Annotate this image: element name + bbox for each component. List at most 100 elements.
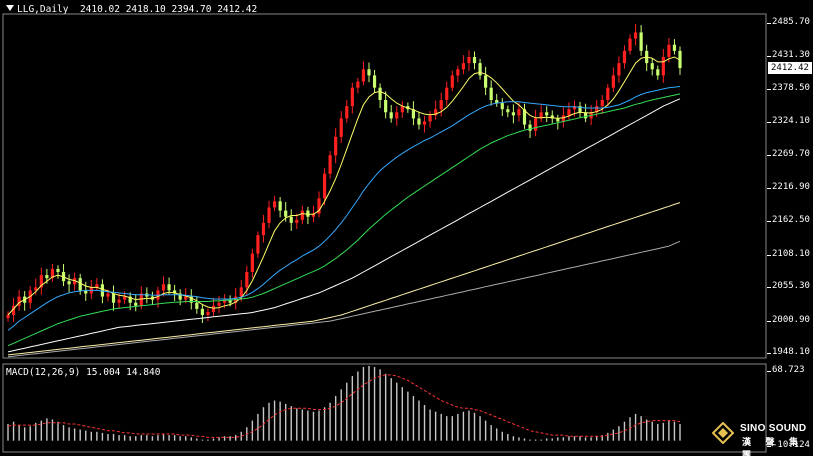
candle-body (384, 100, 388, 113)
candle-body (372, 75, 377, 88)
candle-body (572, 106, 577, 110)
candle-body (583, 112, 588, 119)
candle-body (550, 115, 554, 119)
candle-body (411, 109, 416, 119)
ma-line (7, 93, 681, 347)
candle-body (484, 75, 488, 88)
candle-body (56, 268, 60, 272)
candle-body (295, 219, 299, 223)
candle-body (123, 296, 127, 300)
candle-body (578, 106, 582, 113)
candle-body (34, 287, 38, 291)
candle-body (461, 63, 466, 70)
candle-body (622, 50, 627, 64)
candle-body (350, 87, 354, 107)
candle-body (422, 121, 427, 125)
candle-body (261, 222, 266, 236)
candle-body (78, 278, 82, 291)
candle-body (111, 293, 116, 303)
ma-line (7, 56, 681, 316)
candle-body (650, 63, 654, 70)
candle-body (161, 284, 166, 291)
candle-body (206, 311, 210, 315)
candle-body (211, 305, 216, 312)
candle-body (378, 87, 382, 100)
candle-body (339, 118, 343, 137)
candle-body (106, 293, 110, 297)
macd-pane-border (2, 363, 767, 453)
price-tick-label: 2162.50 (767, 215, 810, 226)
candle-body (128, 296, 132, 303)
logo-text: SINO SOUND (740, 423, 807, 434)
candle-body (633, 32, 638, 39)
price-pane-border (2, 13, 767, 359)
candle-body (39, 275, 43, 288)
candle-body (389, 112, 393, 119)
candle-body (678, 50, 682, 69)
dropdown-triangle-icon[interactable] (6, 5, 14, 11)
candle-body (534, 118, 538, 131)
candle-body (334, 136, 338, 156)
candle-body (278, 201, 282, 211)
chart-header: LLG,Daily 2410.02 2418.10 2394.70 2412.4… (6, 4, 257, 15)
candle-body (567, 109, 571, 116)
candle-body (561, 115, 565, 122)
candle-body (656, 69, 660, 76)
logo-diamond-icon (712, 422, 734, 444)
candle-body (428, 115, 432, 122)
candle-body (45, 275, 49, 279)
candle-body (322, 173, 327, 199)
price-tick-label: 2055.30 (767, 281, 810, 292)
price-tick-label: 2000.90 (767, 314, 810, 325)
candle-body (500, 103, 504, 110)
candle-body (667, 44, 671, 57)
sino-sound-logo: SINO SOUND 漢 聲 集 團 (712, 420, 812, 456)
candle-body (467, 57, 471, 64)
symbol-label: LLG,Daily (17, 4, 69, 15)
candle-body (178, 293, 182, 300)
price-tick-label: 2431.30 (767, 50, 810, 61)
candle-body (606, 87, 610, 100)
candle-body (528, 124, 532, 131)
candle-body (517, 109, 521, 116)
candle-body (167, 284, 171, 291)
ma-line (7, 98, 681, 353)
price-tick-label: 2485.70 (767, 16, 810, 27)
candle-body (328, 155, 332, 174)
price-tick-label: 2324.10 (767, 116, 810, 127)
candle-body (489, 87, 493, 100)
ma-line (7, 240, 681, 358)
candle-body (184, 296, 188, 300)
candle-body (189, 296, 193, 303)
candle-body (173, 290, 177, 294)
candle-body (95, 284, 99, 288)
candle-body (11, 305, 16, 315)
candle-body (6, 315, 10, 319)
candle-body (439, 100, 443, 110)
price-tick-label: 2269.70 (767, 149, 810, 160)
macd-axis-bottom: -10.124 (767, 440, 810, 450)
candle-body (617, 63, 621, 76)
candle-body (361, 69, 366, 82)
candle-body (417, 118, 421, 125)
candle-body (239, 287, 243, 297)
macd-axis-top: 68.723 (767, 365, 805, 375)
price-tick-label: 2216.90 (767, 181, 810, 192)
candle-body (495, 100, 499, 104)
candle-body (639, 32, 643, 51)
ma-line (7, 86, 681, 331)
candle-body (284, 210, 288, 217)
candle-body (522, 109, 527, 125)
candle-body (345, 106, 349, 119)
candle-body (400, 106, 404, 113)
candle-body (228, 299, 232, 303)
macd-header: MACD(12,26,9) 15.004 14.840 (6, 367, 161, 378)
candle-body (17, 296, 21, 306)
candle-body (661, 57, 665, 76)
candle-body (245, 272, 249, 288)
candle-body (256, 235, 260, 254)
candle-body (73, 278, 77, 285)
candle-body (545, 112, 549, 116)
